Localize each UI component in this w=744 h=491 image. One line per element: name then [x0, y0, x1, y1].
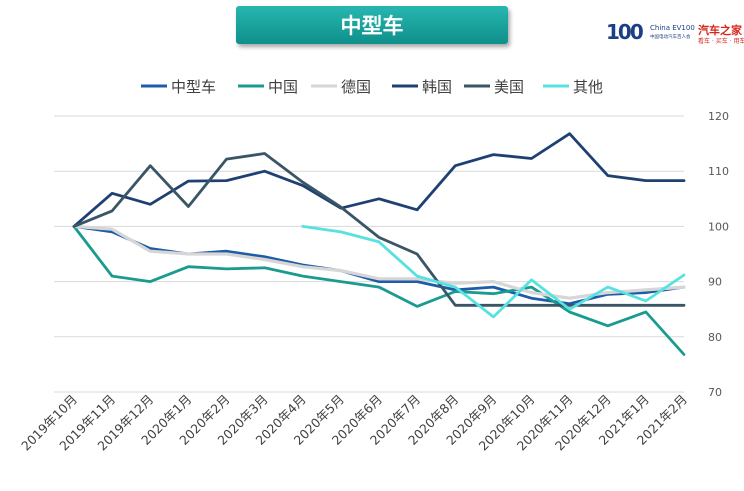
series-line-中国	[72, 225, 686, 356]
legend-label: 美国	[494, 78, 524, 96]
legend-label: 其他	[573, 78, 603, 96]
logo: 100 China EV100 中国电动汽车百人会 汽车之家 看车 · 买车 ·…	[606, 20, 744, 48]
y-tick-label-70: 70	[708, 386, 722, 399]
gridlines	[54, 115, 684, 393]
series-line-德国	[72, 224, 686, 300]
legend-label: 中型车	[171, 78, 216, 96]
chart-title-banner: 中型车	[236, 6, 508, 44]
series-line-其他	[301, 225, 686, 319]
y-tick-label-110: 110	[708, 165, 729, 178]
logo-slogan-text: 看车 · 买车 · 用车	[698, 38, 744, 45]
logo-sub-text: 中国电动汽车百人会	[650, 35, 691, 40]
legend-label: 韩国	[422, 78, 452, 96]
logo-mark: 100	[606, 20, 644, 44]
chart-title: 中型车	[340, 14, 404, 38]
series-lines	[72, 132, 686, 356]
series-line-韩国	[72, 132, 686, 228]
logo-brand-text: 汽车之家	[698, 24, 742, 37]
y-tick-label-120: 120	[708, 110, 729, 123]
y-tick-label-90: 90	[708, 276, 722, 289]
legend: 中型车 中国 德国 韩国 美国 其他	[141, 78, 603, 96]
series-line-美国	[72, 152, 686, 307]
legend-label: 德国	[341, 78, 371, 96]
logo-ev-text: China EV100	[650, 24, 695, 32]
y-tick-label-80: 80	[708, 331, 722, 344]
y-tick-label-100: 100	[708, 220, 729, 233]
legend-label: 中国	[268, 78, 298, 96]
